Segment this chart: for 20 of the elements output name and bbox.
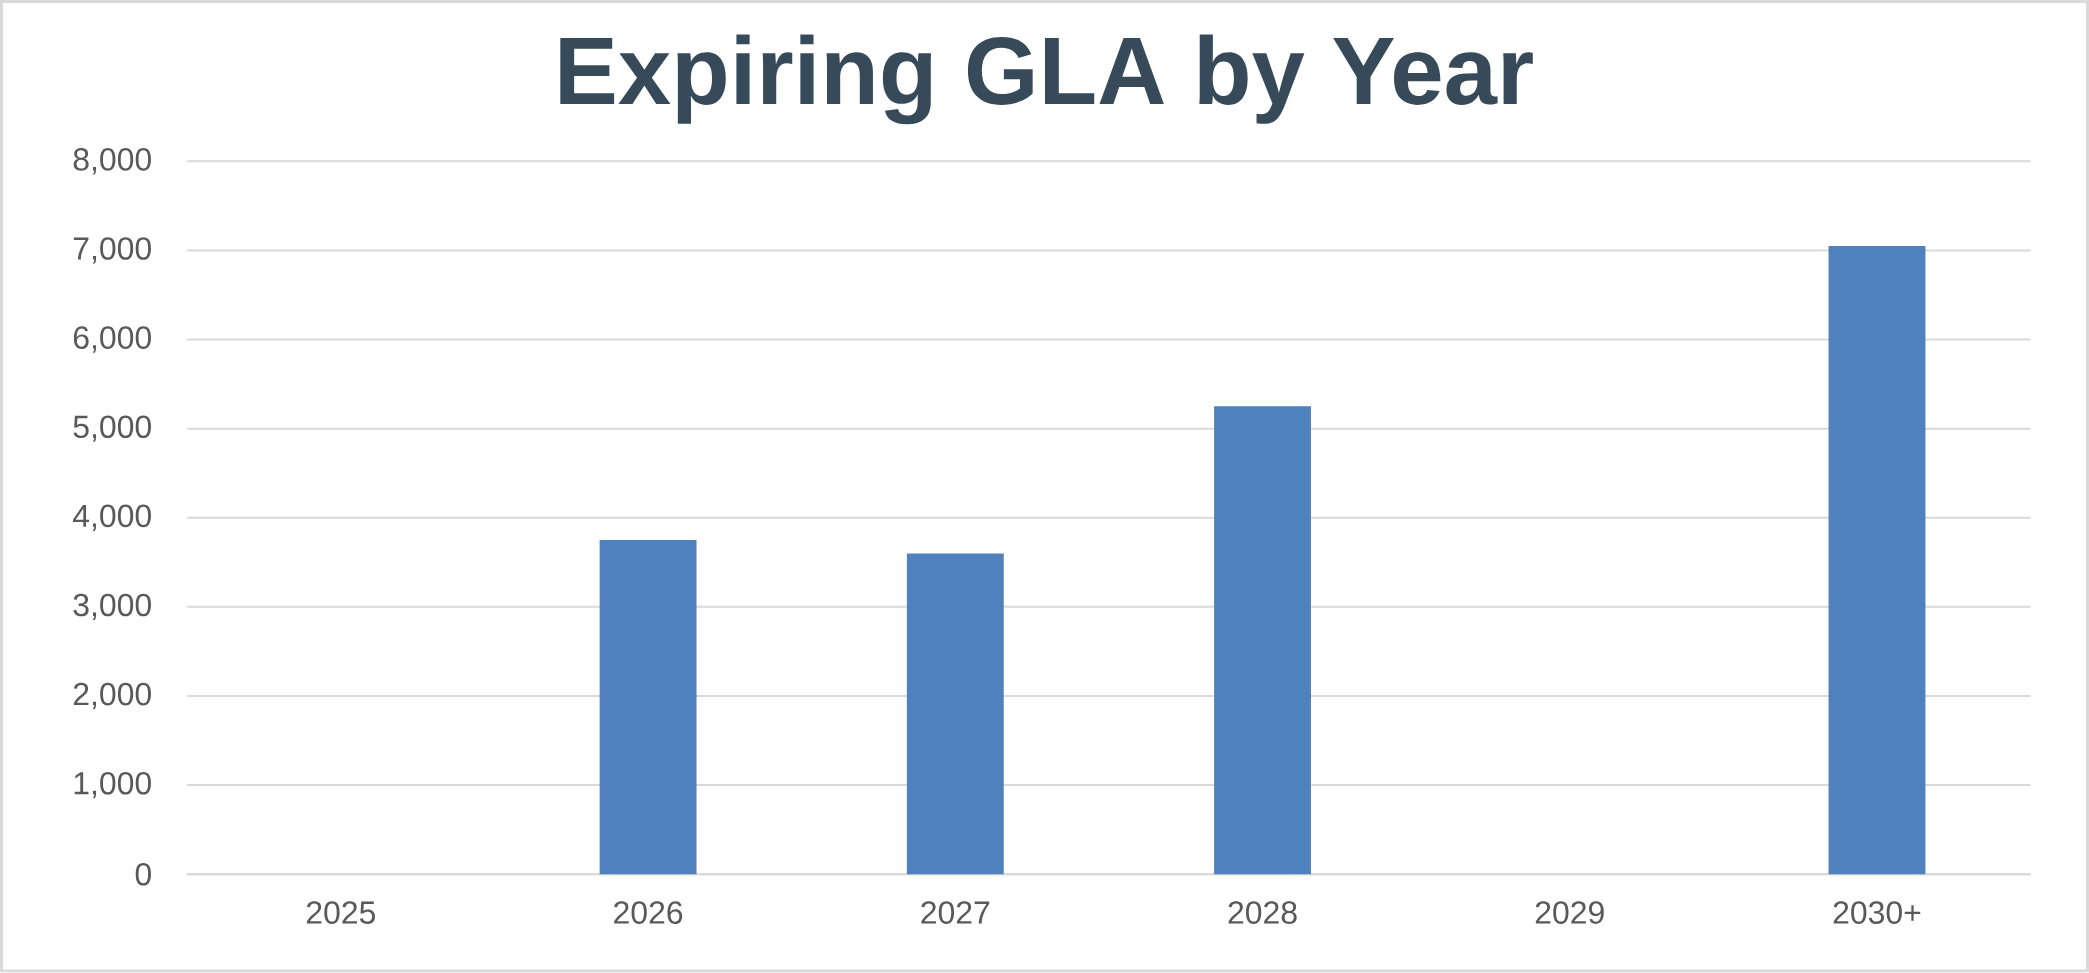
- x-tick-label: 2029: [1535, 901, 1604, 925]
- x-tick-label: 2025: [306, 901, 376, 925]
- y-tick-label: 2,000: [73, 683, 151, 710]
- chart-title: Expiring GLA by Year: [560, 34, 1533, 125]
- y-tick-label: 3,000: [73, 593, 151, 621]
- y-tick-label: 5,000: [73, 415, 151, 443]
- x-tick-label: 2027: [921, 901, 990, 925]
- bar: [1214, 406, 1311, 875]
- y-tick-label: 0: [135, 863, 151, 886]
- x-tick-label: 2030+: [1833, 901, 1921, 925]
- y-tick-label: 7,000: [73, 237, 151, 264]
- y-tick-label: 8,000: [73, 148, 151, 175]
- y-tick-label: 6,000: [73, 326, 151, 353]
- bar: [1828, 246, 1926, 875]
- y-tick-label: 4,000: [72, 504, 151, 532]
- x-tick-label: 2026: [614, 901, 683, 925]
- bar: [906, 553, 1004, 875]
- x-tick-label: 2028: [1228, 901, 1297, 925]
- bar: [599, 540, 697, 875]
- y-tick-label: 1,000: [74, 772, 151, 799]
